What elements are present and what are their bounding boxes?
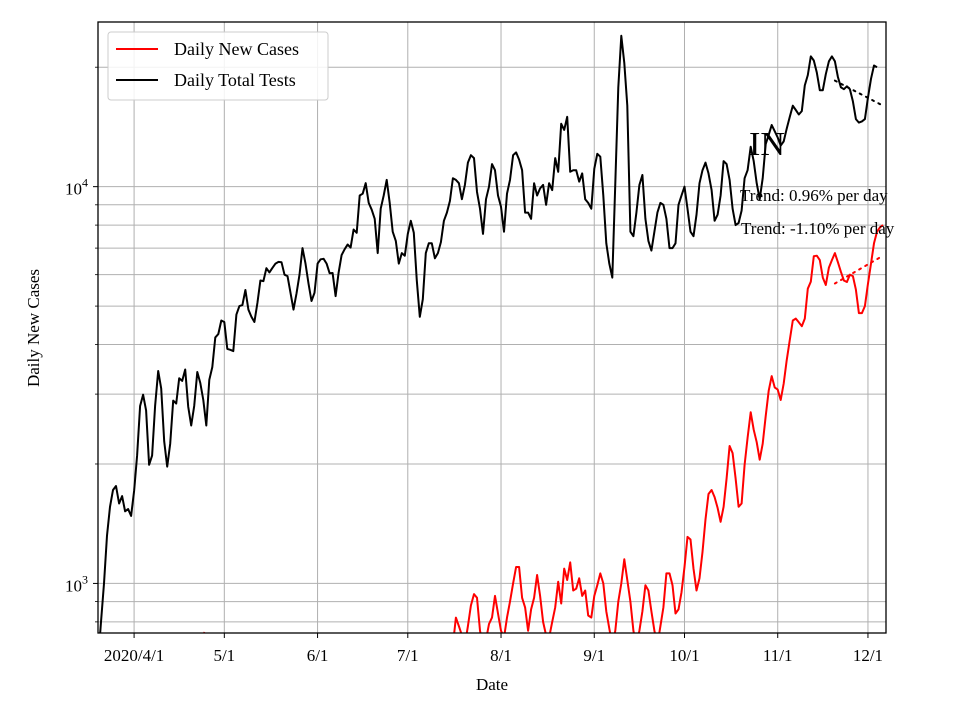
series-line-daily-total-tests [99,34,878,633]
y-axis-ticks: 103 104 [65,66,98,623]
x-tick-label: 12/1 [853,646,883,665]
y-tick-label: 104 [65,176,88,199]
x-tick-label: 9/1 [583,646,605,665]
legend: Daily New Cases Daily Total Tests [107,31,329,101]
x-tick-label: 11/1 [763,646,793,665]
legend-label-tests: Daily Total Tests [174,70,296,90]
x-tick-label: 5/1 [213,646,235,665]
trend-tests-label: Trend: -1.10% per day [741,219,895,238]
x-tick-label: 10/1 [669,646,699,665]
annotations: IN Trend: 0.96% per day Trend: -1.10% pe… [740,126,895,238]
x-tick-label: 2020/4/1 [104,646,164,665]
x-axis-label: Date [476,675,508,694]
x-tick-label: 6/1 [307,646,329,665]
legend-label-cases: Daily New Cases [174,39,299,59]
plot-area-frame [97,21,887,634]
y-tick-label: 103 [65,572,88,595]
legend-box [107,31,329,101]
grid [98,22,886,633]
state-label: IN [749,126,785,163]
x-axis-ticks: 2020/4/1 5/1 6/1 7/1 8/1 9/1 10/1 11/1 12/1 [104,633,883,665]
trend-line [833,79,884,107]
x-tick-label: 8/1 [490,646,512,665]
x-tick-label: 7/1 [397,646,419,665]
y-axis-label: Daily New Cases [24,269,43,387]
series-line-daily-new-cases [203,224,884,633]
series-lines [99,34,884,633]
trend-cases-label: Trend: 0.96% per day [740,186,888,205]
